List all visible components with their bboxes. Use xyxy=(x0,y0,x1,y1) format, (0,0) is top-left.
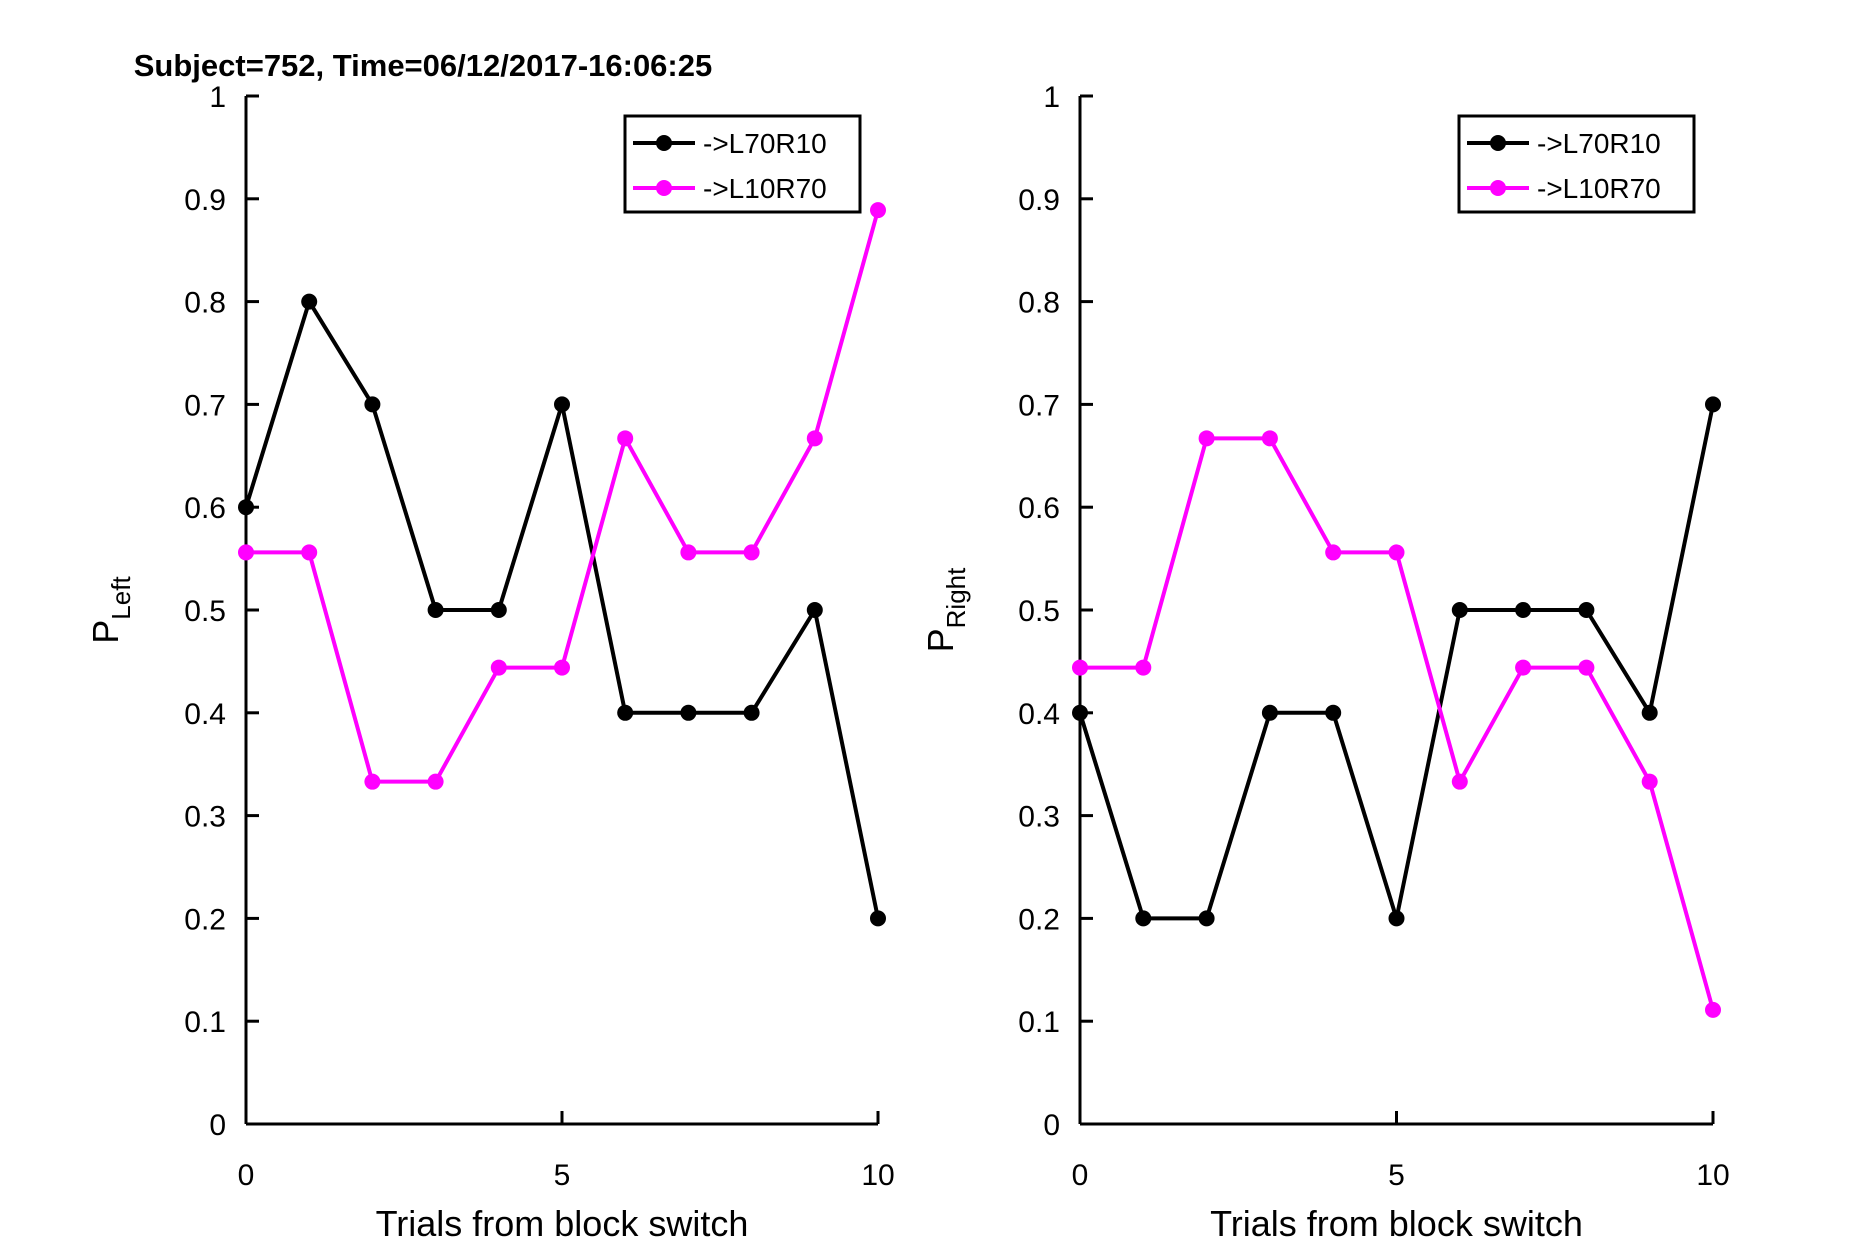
y-tick-label: 0 xyxy=(1043,1109,1060,1142)
x-tick-label: 5 xyxy=(1388,1159,1405,1192)
data-point-l10r70 xyxy=(1261,430,1278,447)
legend-marker-l70r10 xyxy=(1490,135,1506,151)
x-tick-label: 0 xyxy=(238,1159,255,1192)
data-point-l10r70 xyxy=(301,544,318,561)
data-point-l70r10 xyxy=(301,293,318,310)
data-point-l70r10 xyxy=(1072,704,1088,721)
y-tick-label: 0.6 xyxy=(184,492,226,525)
x-tick-label: 10 xyxy=(1696,1159,1729,1192)
data-point-l10r70 xyxy=(1515,659,1532,676)
y-tick-label: 0 xyxy=(209,1109,226,1142)
left-panel-p-left: 00.10.20.30.40.50.60.70.80.910 5 10Trials … xyxy=(85,81,895,1244)
legend-box xyxy=(1457,114,1696,214)
y-tick-label: 0.5 xyxy=(184,595,226,628)
data-point-l10r70 xyxy=(427,773,444,790)
legend-label-l70r10: ->L70R10 xyxy=(1537,128,1661,159)
x-axis-label: Trials from block switch xyxy=(376,1203,749,1244)
data-point-l10r70 xyxy=(1135,659,1152,676)
data-point-l70r10 xyxy=(680,704,697,721)
figure-title: Subject=752, Time=06/12/2017-16:06:25 xyxy=(134,48,712,83)
data-point-l10r70 xyxy=(1388,544,1405,561)
x-tick-label: 0 xyxy=(1072,1159,1089,1192)
data-point-l10r70 xyxy=(490,659,507,676)
data-point-l10r70 xyxy=(680,544,697,561)
y-tick-label: 0.5 xyxy=(1018,595,1060,628)
x-tick-label: 5 xyxy=(554,1159,571,1192)
data-point-l10r70 xyxy=(617,430,634,447)
legend-label-l10r70: ->L10R70 xyxy=(1537,173,1661,204)
right-panel-p-right: 00.10.20.30.40.50.60.70.80.910 5 10Trials … xyxy=(920,81,1730,1244)
data-point-l10r70 xyxy=(1705,1001,1721,1018)
data-point-l70r10 xyxy=(1261,704,1278,721)
y-tick-label: 0.1 xyxy=(184,1006,226,1039)
legend: ->L70R10 ->L10R70 xyxy=(623,114,862,214)
y-tick-label: 0.9 xyxy=(1018,184,1060,217)
data-point-l10r70 xyxy=(554,659,570,676)
y-tick-label: 0.7 xyxy=(1018,389,1060,422)
y-tick-label: 0.4 xyxy=(1018,698,1060,731)
y-axis-label-subscript: Right xyxy=(941,567,971,628)
data-point-l70r10 xyxy=(1388,910,1405,927)
y-tick-label: 0.6 xyxy=(1018,492,1060,525)
data-point-l10r70 xyxy=(238,544,254,561)
data-point-l70r10 xyxy=(1135,910,1152,927)
legend-marker-l70r10 xyxy=(656,135,672,151)
x-tick-label: 10 xyxy=(861,1159,894,1192)
legend-box xyxy=(623,114,862,214)
data-point-l10r70 xyxy=(1072,659,1088,676)
y-tick-label: 0.9 xyxy=(184,184,226,217)
y-tick-label: 0.2 xyxy=(184,903,226,936)
y-tick-label: 0.2 xyxy=(1018,903,1060,936)
data-point-l10r70 xyxy=(1325,544,1342,561)
legend-marker-l10r70 xyxy=(656,180,672,196)
data-point-l70r10 xyxy=(617,704,634,721)
data-point-l70r10 xyxy=(1578,602,1595,618)
data-point-l10r70 xyxy=(743,544,760,561)
data-point-l70r10 xyxy=(1515,602,1532,618)
y-axis-label: PRight xyxy=(920,567,971,652)
data-point-l70r10 xyxy=(238,499,254,516)
legend: ->L70R10 ->L10R70 xyxy=(1457,114,1696,214)
data-point-l10r70 xyxy=(870,202,886,219)
data-point-l70r10 xyxy=(1325,704,1342,721)
data-point-l10r70 xyxy=(1451,773,1468,790)
data-point-l10r70 xyxy=(806,430,823,447)
y-tick-label: 1 xyxy=(1043,81,1060,114)
data-point-l70r10 xyxy=(490,602,507,618)
data-point-l70r10 xyxy=(554,396,570,413)
data-point-l70r10 xyxy=(1705,396,1721,413)
data-point-l10r70 xyxy=(1198,430,1215,447)
data-point-l70r10 xyxy=(1198,910,1215,927)
y-axis-label-main: P xyxy=(920,628,961,652)
legend-marker-l10r70 xyxy=(1490,180,1506,196)
data-point-l70r10 xyxy=(1641,704,1658,721)
data-point-l70r10 xyxy=(870,910,886,927)
y-tick-label: 0.8 xyxy=(184,287,226,320)
y-axis-label-subscript: Left xyxy=(106,576,136,620)
data-point-l10r70 xyxy=(1578,659,1595,676)
y-tick-label: 0.3 xyxy=(184,801,226,834)
y-tick-label: 0.8 xyxy=(1018,287,1060,320)
y-tick-label: 1 xyxy=(209,81,226,114)
data-point-l70r10 xyxy=(806,602,823,618)
legend-label-l70r10: ->L70R10 xyxy=(703,128,827,159)
y-tick-label: 0.3 xyxy=(1018,801,1060,834)
data-point-l10r70 xyxy=(364,773,381,790)
data-point-l70r10 xyxy=(743,704,760,721)
y-tick-label: 0.7 xyxy=(184,389,226,422)
y-tick-label: 0.4 xyxy=(184,698,226,731)
y-tick-label: 0.1 xyxy=(1018,1006,1060,1039)
data-point-l70r10 xyxy=(1451,602,1468,618)
x-axis-label: Trials from block switch xyxy=(1210,1203,1583,1244)
y-axis-label: PLeft xyxy=(85,576,136,644)
data-point-l70r10 xyxy=(364,396,381,413)
y-axis-label-main: P xyxy=(85,620,126,644)
data-point-l10r70 xyxy=(1641,773,1658,790)
data-point-l70r10 xyxy=(427,602,444,618)
legend-label-l10r70: ->L10R70 xyxy=(703,173,827,204)
